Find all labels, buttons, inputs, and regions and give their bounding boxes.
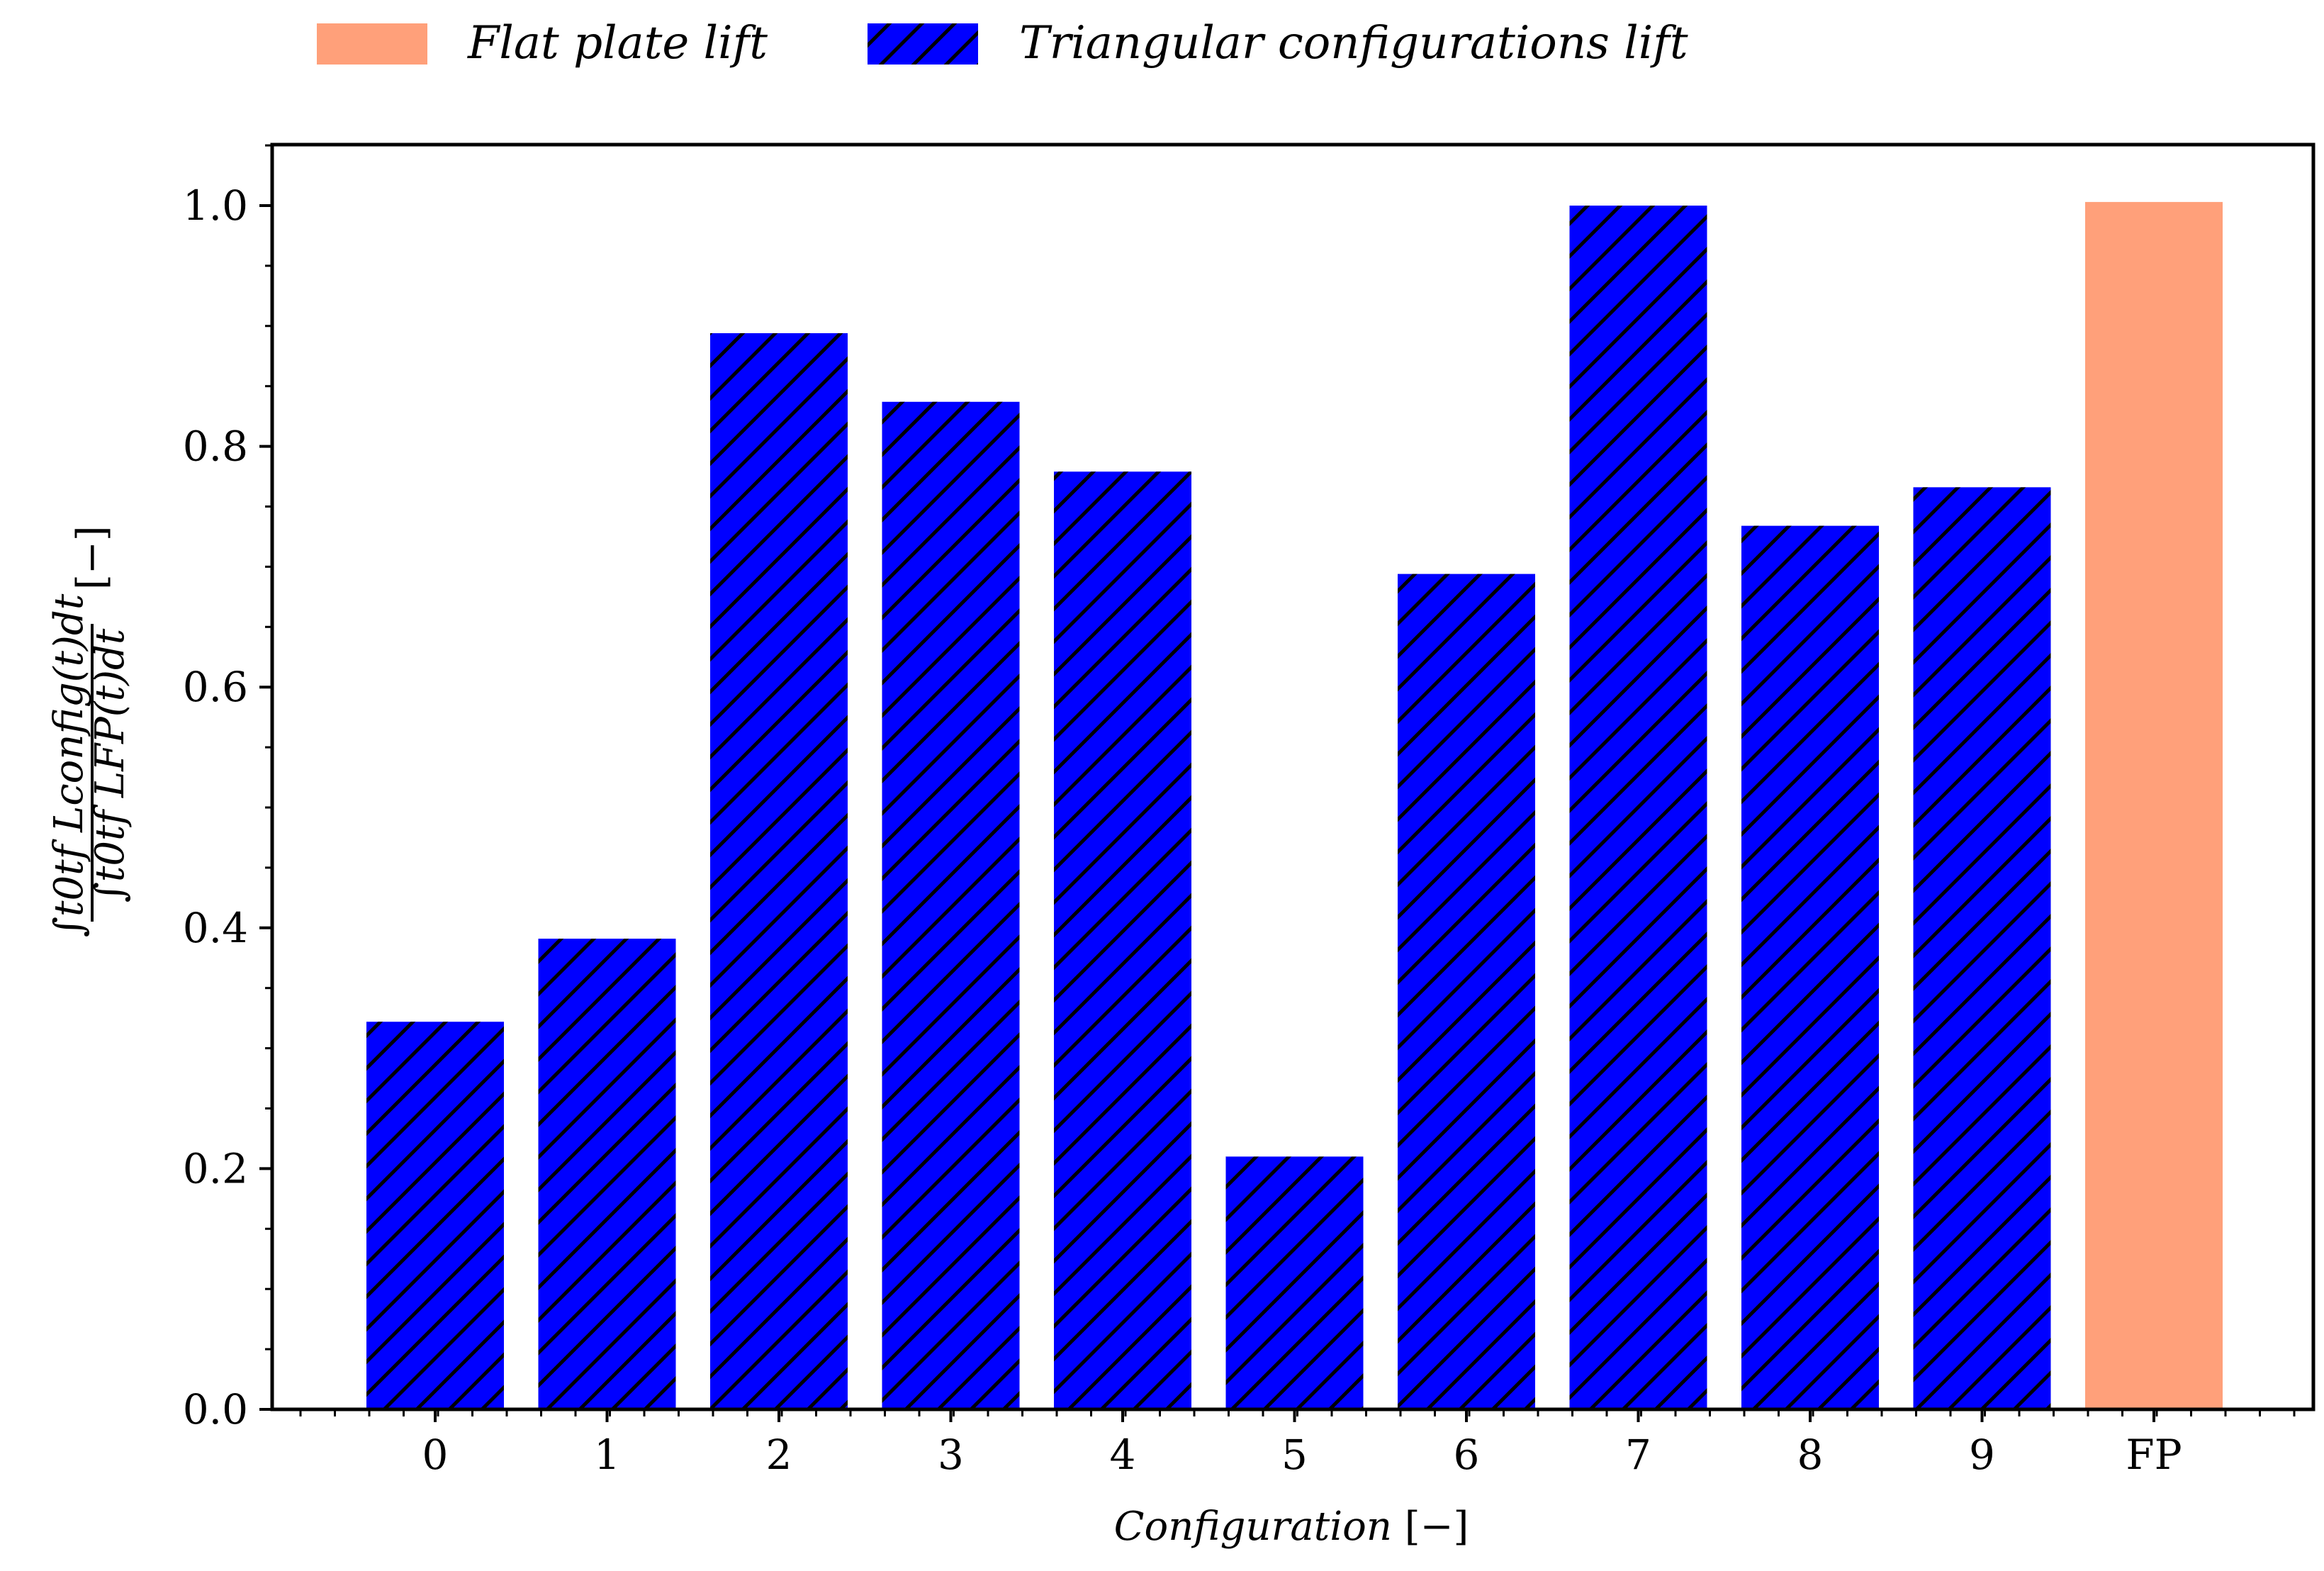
y-axis-label-numerator: ∫t0tf Lconfig(t)dt [46, 593, 92, 937]
legend-label-flat-plate: Flat plate lift [467, 17, 768, 69]
x-tick-label-8: 8 [1797, 1431, 1824, 1479]
x-tick-label-6: 6 [1454, 1431, 1480, 1479]
x-tick-label-4: 4 [1110, 1431, 1136, 1479]
bar-hatch-7 [1569, 206, 1707, 1409]
bars [366, 201, 2223, 1410]
y-tick-label: 1.0 [183, 181, 248, 230]
x-tick-label-3: 3 [938, 1431, 964, 1479]
y-axis-label-denominator: ∫t0tf LFP(t)dt [87, 628, 133, 902]
x-tick-label-7: 7 [1625, 1431, 1651, 1479]
legend: Flat plate lift Triangular configuration… [317, 17, 1688, 69]
bar-hatch-4 [1054, 471, 1191, 1409]
y-tick-label: 0.4 [183, 904, 248, 952]
plot-frame [270, 142, 2315, 1411]
x-tick-label-0: 0 [422, 1431, 449, 1479]
bar-hatch-1 [538, 939, 676, 1409]
legend-swatch-flat-plate [317, 23, 427, 65]
x-tick-label-5: 5 [1281, 1431, 1308, 1479]
bar-hatch-6 [1398, 574, 1535, 1409]
legend-swatch-triangular-hatch [868, 23, 978, 65]
x-tick-label-1: 1 [594, 1431, 620, 1479]
bar-hatch-8 [1741, 525, 1879, 1410]
x-axis: 0 1 2 3 4 5 6 7 8 9 FP [299, 1409, 2296, 1479]
y-axis-label-unit: [−] [69, 525, 115, 590]
x-tick-label-FP: FP [2126, 1431, 2182, 1479]
bar-hatch-3 [882, 401, 1020, 1410]
y-axis-label: ∫t0tf Lconfig(t)dt ∫t0tf LFP(t)dt [−] [46, 525, 133, 937]
y-tick-label: 0.6 [183, 663, 248, 711]
bar-hatch-5 [1225, 1156, 1364, 1409]
bar-hatch-9 [1913, 487, 2051, 1409]
x-tick-label-2: 2 [766, 1431, 792, 1479]
x-axis-label-unit: [−] [1405, 1504, 1469, 1550]
legend-label-triangular: Triangular configurations lift [1019, 17, 1688, 69]
y-tick-label: 0.8 [183, 423, 248, 471]
x-axis-label: Configuration [−] [1114, 1504, 1469, 1550]
y-axis: 0.0 0.2 0.4 0.6 0.8 1.0 [183, 144, 272, 1433]
bar-FP [2085, 201, 2223, 1409]
y-tick-label: 0.0 [183, 1385, 248, 1433]
bar-hatch-2 [710, 332, 848, 1409]
x-tick-label-9: 9 [1969, 1431, 1995, 1479]
y-tick-label: 0.2 [183, 1144, 248, 1192]
x-axis-label-main: Configuration [1114, 1504, 1392, 1550]
bar-hatch-0 [366, 1022, 504, 1409]
